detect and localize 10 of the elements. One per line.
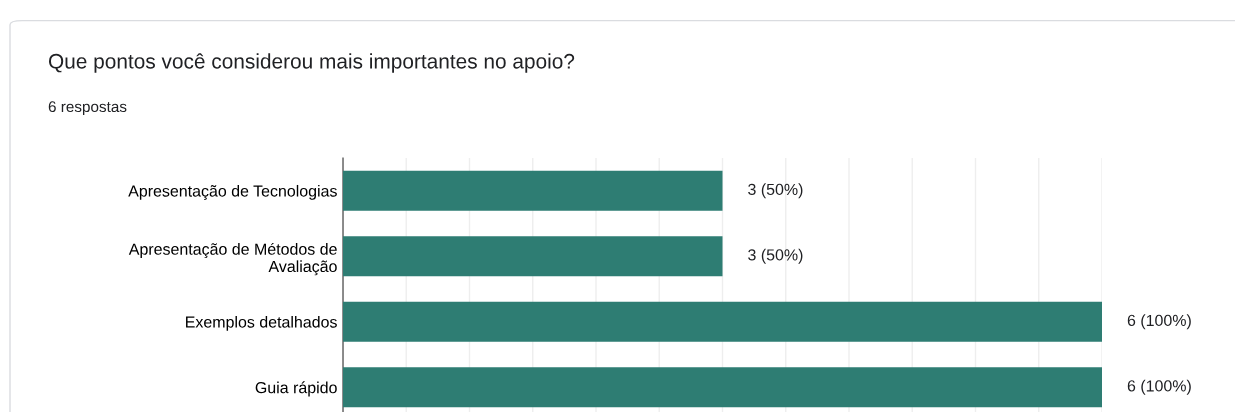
y-tick-label: Guia rápido: [255, 381, 337, 397]
data-label: 6 (100%): [1127, 379, 1191, 395]
y-tick-label: Apresentação de Tecnologias: [128, 184, 337, 200]
data-label: 6 (100%): [1127, 314, 1191, 330]
y-tick-label: Exemplos detalhados: [186, 315, 337, 331]
data-label: 3 (50%): [748, 248, 803, 264]
y-tick-label: Apresentação de Métodos de Avaliação: [128, 242, 337, 276]
chart-title: Que pontos você considerou mais importantes no apoio?: [48, 53, 575, 73]
text: 6 respostas: [48, 101, 127, 116]
data-label: 3 (50%): [748, 183, 803, 199]
